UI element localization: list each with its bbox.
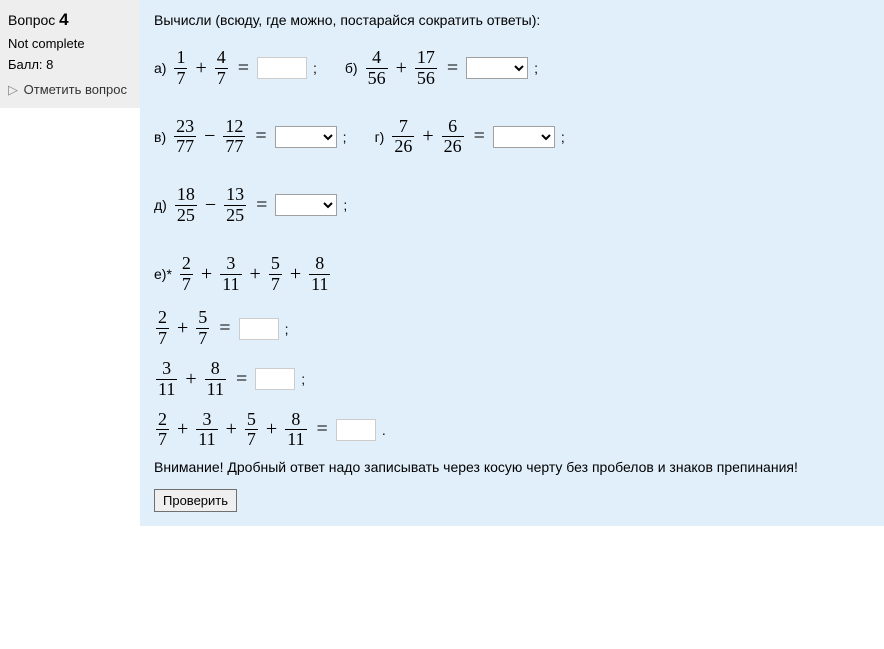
semi-b: ; bbox=[534, 60, 538, 76]
frac-e-t2: 311 bbox=[220, 254, 241, 295]
question-number: Вопрос 4 bbox=[8, 10, 132, 30]
label-a: а) bbox=[154, 60, 166, 76]
semi-a: ; bbox=[313, 60, 317, 76]
frac-e-t3: 57 bbox=[269, 254, 282, 295]
frac-ef3: 57 bbox=[245, 410, 258, 451]
semi-e1: ; bbox=[285, 321, 289, 337]
warning-text: Внимание! Дробный ответ надо записывать … bbox=[154, 458, 870, 477]
row-e-sub2: 311 + 811 = ; bbox=[154, 359, 870, 400]
label-e: е)* bbox=[154, 266, 172, 282]
semi-d: ; bbox=[343, 197, 347, 213]
frac-e1a: 27 bbox=[156, 308, 169, 349]
frac-e1b: 57 bbox=[196, 308, 209, 349]
row-e-full: 27 + 311 + 57 + 811 = . bbox=[154, 410, 870, 451]
answer-select-b[interactable] bbox=[466, 57, 528, 79]
problem-b: б) 456 + 1756 = ; bbox=[345, 48, 542, 89]
frac-a1: 17 bbox=[174, 48, 187, 89]
flag-question-link[interactable]: ▷ Отметить вопрос bbox=[8, 82, 132, 98]
semi-v: ; bbox=[343, 129, 347, 145]
plus-e1: + bbox=[201, 263, 212, 286]
problem-v: в) 2377 − 1277 = ; bbox=[154, 117, 351, 158]
frac-b2: 1756 bbox=[415, 48, 437, 89]
plus-e-sub1: + bbox=[177, 317, 188, 340]
frac-b1: 456 bbox=[366, 48, 388, 89]
op-g: + bbox=[422, 125, 433, 148]
problem-a: а) 17 + 47 = ; bbox=[154, 48, 321, 89]
question-number-value: 4 bbox=[59, 10, 68, 29]
problem-d: д) 1825 − 1325 = ; bbox=[154, 185, 351, 226]
answer-input-a[interactable] bbox=[257, 57, 307, 79]
check-button[interactable]: Проверить bbox=[154, 489, 237, 512]
op-d: − bbox=[205, 194, 216, 217]
question-content: Вычисли (всюду, где можно, постарайся со… bbox=[140, 0, 884, 526]
answer-input-e2[interactable] bbox=[255, 368, 295, 390]
plus-e-sub2: + bbox=[185, 368, 196, 391]
frac-g2: 626 bbox=[442, 117, 464, 158]
frac-v2: 1277 bbox=[223, 117, 245, 158]
problem-e-sub1: 27 + 57 = ; bbox=[154, 308, 292, 349]
frac-ef2: 311 bbox=[196, 410, 217, 451]
label-g: г) bbox=[375, 129, 385, 145]
semi-g: ; bbox=[561, 129, 565, 145]
period-ef: . bbox=[382, 422, 386, 438]
row-e-header: е)* 27 + 311 + 57 + 811 bbox=[154, 254, 870, 295]
op-v: − bbox=[204, 125, 215, 148]
frac-ef1: 27 bbox=[156, 410, 169, 451]
row-a-b: а) 17 + 47 = ; б) 456 + 1756 = ; bbox=[154, 48, 870, 89]
plus-e3: + bbox=[290, 263, 301, 286]
frac-v1: 2377 bbox=[174, 117, 196, 158]
row-d: д) 1825 − 1325 = ; bbox=[154, 185, 870, 226]
row-v-g: в) 2377 − 1277 = ; г) 726 + 626 = ; bbox=[154, 117, 870, 158]
flag-label: Отметить вопрос bbox=[24, 82, 127, 97]
frac-e2b: 811 bbox=[205, 359, 226, 400]
answer-select-g[interactable] bbox=[493, 126, 555, 148]
eq-e2: = bbox=[236, 368, 247, 391]
problem-g: г) 726 + 626 = ; bbox=[375, 117, 569, 158]
instruction-text: Вычисли (всюду, где можно, постарайся со… bbox=[154, 12, 870, 28]
eq-d: = bbox=[256, 194, 267, 217]
eq-g: = bbox=[474, 125, 485, 148]
op-b: + bbox=[396, 57, 407, 80]
eq-a: = bbox=[238, 57, 249, 80]
plus-ef1: + bbox=[177, 418, 188, 441]
frac-a2: 47 bbox=[215, 48, 228, 89]
plus-e2: + bbox=[250, 263, 261, 286]
eq-b: = bbox=[447, 57, 458, 80]
eq-ef: = bbox=[317, 418, 328, 441]
eq-v: = bbox=[255, 125, 266, 148]
question-word: Вопрос bbox=[8, 12, 55, 28]
semi-e2: ; bbox=[301, 371, 305, 387]
frac-d2: 1325 bbox=[224, 185, 246, 226]
label-v: в) bbox=[154, 129, 166, 145]
row-e-sub1: 27 + 57 = ; bbox=[154, 308, 870, 349]
problem-e-sub2: 311 + 811 = ; bbox=[154, 359, 309, 400]
answer-select-d[interactable] bbox=[275, 194, 337, 216]
op-a: + bbox=[195, 57, 206, 80]
frac-e-t4: 811 bbox=[309, 254, 330, 295]
question-sidebar: Вопрос 4 Not complete Балл: 8 ▷ Отметить… bbox=[0, 0, 140, 108]
frac-e-t1: 27 bbox=[180, 254, 193, 295]
answer-input-e1[interactable] bbox=[239, 318, 279, 340]
eq-e1: = bbox=[219, 317, 230, 340]
answer-select-v[interactable] bbox=[275, 126, 337, 148]
label-b: б) bbox=[345, 60, 358, 76]
frac-ef4: 811 bbox=[285, 410, 306, 451]
question-score: Балл: 8 bbox=[8, 57, 132, 72]
frac-g1: 726 bbox=[392, 117, 414, 158]
plus-ef2: + bbox=[226, 418, 237, 441]
frac-e2a: 311 bbox=[156, 359, 177, 400]
flag-icon: ▷ bbox=[8, 82, 18, 97]
plus-ef3: + bbox=[266, 418, 277, 441]
label-d: д) bbox=[154, 197, 167, 213]
answer-input-e-full[interactable] bbox=[336, 419, 376, 441]
question-status: Not complete bbox=[8, 36, 132, 51]
problem-e-expr: е)* 27 + 311 + 57 + 811 bbox=[154, 254, 332, 295]
problem-e-full: 27 + 311 + 57 + 811 = . bbox=[154, 410, 390, 451]
frac-d1: 1825 bbox=[175, 185, 197, 226]
